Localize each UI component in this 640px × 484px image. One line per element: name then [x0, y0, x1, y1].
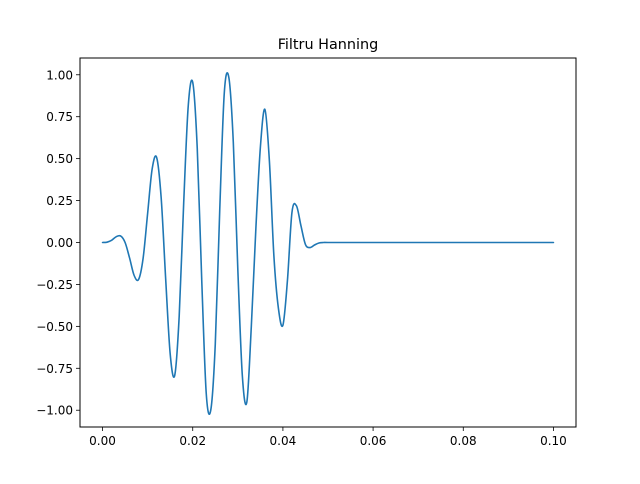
x-tick-label: 0.04 [270, 434, 297, 448]
x-tick-label: 0.02 [179, 434, 206, 448]
y-tick-label: 0.25 [46, 194, 73, 208]
chart-title: Filtru Hanning [278, 37, 379, 53]
y-axis-ticks: 1.00 0.75 0.50 0.25 0.00 −0.25 −0.50 −0.75 −1.00 [36, 68, 80, 418]
y-tick-label: −1.00 [36, 404, 73, 418]
y-tick-label: 1.00 [46, 68, 73, 82]
y-tick-label: −0.25 [36, 278, 73, 292]
y-tick-label: 0.50 [46, 152, 73, 166]
x-axis-ticks: 0.00 0.02 0.04 0.06 0.08 0.10 [89, 427, 567, 448]
y-tick-label: 0.75 [46, 110, 73, 124]
x-tick-label: 0.00 [89, 434, 116, 448]
y-tick-label: −0.50 [36, 320, 73, 334]
y-tick-label: −0.75 [36, 362, 73, 376]
x-tick-label: 0.06 [360, 434, 387, 448]
series-layer [101, 72, 555, 415]
series-line-0 [101, 72, 555, 415]
x-tick-label: 0.10 [540, 434, 567, 448]
x-tick-label: 0.08 [450, 434, 477, 448]
axes-frame [79, 57, 577, 428]
y-tick-label: 0.00 [46, 236, 73, 250]
